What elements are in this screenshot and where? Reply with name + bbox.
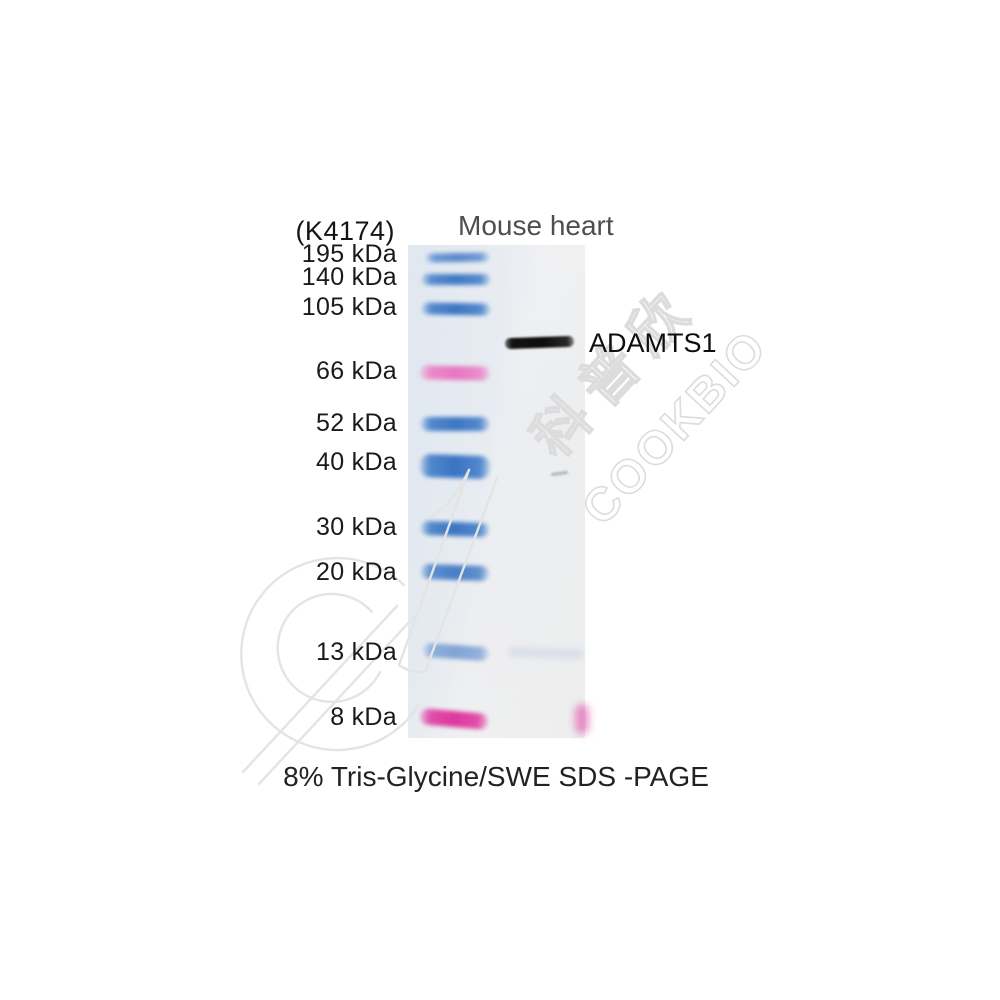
target-protein-label: ADAMTS1 [589,328,717,358]
molecular-weight-label: 52 kDa [315,409,397,437]
ladder-band [419,365,491,381]
gel-blot-image [408,245,585,738]
molecular-weight-label: 30 kDa [315,513,397,541]
molecular-weight-label: 8 kDa [330,703,397,731]
molecular-weight-label: 13 kDa [315,638,397,666]
sample-lane-title: Mouse heart [458,210,614,241]
ladder-band [419,453,491,479]
molecular-weight-label: 140 kDa [301,263,397,291]
molecular-weight-label: 195 kDa [301,240,397,268]
molecular-weight-label: 20 kDa [315,558,397,586]
ladder-band [421,302,491,316]
ladder-band [421,417,489,431]
molecular-weight-label: 40 kDa [315,448,397,476]
molecular-weight-label: 66 kDa [315,357,397,385]
target-protein-band [504,335,575,349]
molecular-weight-label: 105 kDa [301,293,397,321]
gel-artifact [575,704,589,734]
catalog-number: (K4174) [295,216,395,246]
ladder-band [420,520,490,538]
ladder-band [420,563,490,581]
gel-method-caption: 8% Tris-Glycine/SWE SDS -PAGE [283,761,709,792]
ladder-band [422,273,490,285]
ladder-band [425,251,490,263]
